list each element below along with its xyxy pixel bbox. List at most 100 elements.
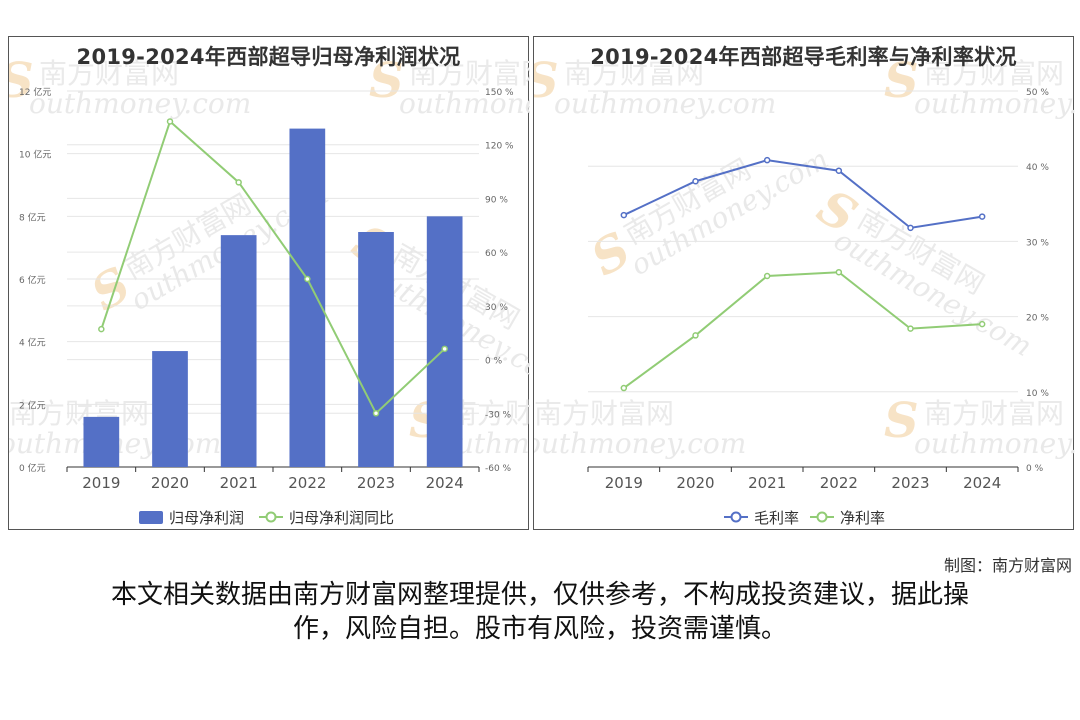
line-gross-margin xyxy=(623,159,983,229)
y-left-tick-label: 4 亿元 xyxy=(19,337,46,349)
line-gross-margin-point xyxy=(978,213,986,220)
y-right-tick-label: 90 % xyxy=(485,195,508,205)
legend-line-marker xyxy=(265,511,277,523)
x-tick-label: 2024 xyxy=(963,474,1001,492)
point-yoy-growth xyxy=(98,325,105,333)
y-right-tick-label: -30 % xyxy=(485,410,512,420)
line-yoy-growth xyxy=(100,119,446,415)
y-right-tick-label: 30 % xyxy=(1026,238,1049,248)
watermark-en-text: outhmoney.com xyxy=(914,427,1075,460)
x-tick-label: 2024 xyxy=(426,474,464,492)
watermark-en-text: outhmoney.com xyxy=(29,87,251,120)
point-yoy-growth xyxy=(304,275,311,283)
x-tick-label: 2023 xyxy=(357,474,395,492)
x-tick-label: 2019 xyxy=(605,474,643,492)
y-right-tick-label: 40 % xyxy=(1026,163,1049,173)
x-tick-label: 2020 xyxy=(676,474,714,492)
left-chart-svg: S南方财富网outhmoney.comS南方财富网outhmoney.comS南… xyxy=(9,53,530,527)
legend-net-marker xyxy=(816,511,828,523)
y-left-tick-label: 12 亿元 xyxy=(19,86,51,98)
x-tick-label: 2021 xyxy=(748,474,786,492)
legend-net-label: 净利率 xyxy=(840,509,885,527)
right-chart-panel: 2019-2024年西部超导毛利率与净利率状况 S南方财富网outhmoney.… xyxy=(533,36,1075,530)
legend-line-label: 归母净利润同比 xyxy=(289,509,394,527)
left-chart-panel: 2019-2024年西部超导归母净利润状况 S南方财富网outhmoney.co… xyxy=(8,36,530,530)
y-left-tick-label: 0 亿元 xyxy=(19,462,46,474)
x-tick-label: 2021 xyxy=(220,474,258,492)
right-chart-title: 2019-2024年西部超导毛利率与净利率状况 xyxy=(590,45,1017,69)
line-net-margin xyxy=(623,271,983,389)
watermark-en-text: outhmoney.com xyxy=(534,427,746,460)
x-tick-label: 2023 xyxy=(891,474,929,492)
y-right-tick-label: 10 % xyxy=(1026,389,1049,399)
watermark-cn-text: 南方财富网 xyxy=(924,57,1064,90)
watermark-en-text: outhmoney.com xyxy=(914,87,1075,120)
bar-net-profit xyxy=(220,235,257,467)
y-left-tick-label: 8 亿元 xyxy=(19,211,46,223)
watermark-cn-text: 南方财富网 xyxy=(409,57,530,90)
watermark-cn-text: 南方财富网 xyxy=(534,397,674,430)
point-yoy-growth xyxy=(372,410,380,417)
line-gross-margin-point xyxy=(763,156,771,164)
line-net-margin-point xyxy=(907,325,914,332)
point-yoy-growth xyxy=(166,118,174,125)
y-right-tick-label: 60 % xyxy=(485,249,508,259)
y-right-tick-label: 0 % xyxy=(485,357,503,367)
line-gross-margin-point xyxy=(907,224,914,232)
legend-bar-swatch xyxy=(139,511,163,524)
watermark-s-glyph: S xyxy=(884,53,919,109)
legend-gross-label: 毛利率 xyxy=(754,509,799,527)
line-net-margin-point xyxy=(978,320,986,328)
line-gross-margin-point xyxy=(835,167,843,174)
watermark-cn-text: 南方财富网 xyxy=(564,57,704,90)
disclaimer-line-1: 本文相关数据由南方财富网整理提供，仅供参考，不构成投资建议，据此操 xyxy=(110,580,969,610)
right-chart-svg: S南方财富网outhmoney.comS南方财富网outhmoney.comS南… xyxy=(534,53,1075,527)
bar-net-profit xyxy=(358,232,394,467)
bar-net-profit xyxy=(83,416,120,467)
watermark-s-glyph: S xyxy=(369,53,404,109)
line-net-margin-point xyxy=(763,272,771,280)
x-tick-label: 2019 xyxy=(82,474,120,492)
point-yoy-growth xyxy=(441,345,448,353)
bar-net-profit xyxy=(152,351,188,467)
y-left-tick-label: 2 亿元 xyxy=(19,399,46,411)
y-right-tick-label: 20 % xyxy=(1026,314,1049,324)
y-right-tick-label: -60 % xyxy=(485,464,512,474)
y-right-tick-label: 150 % xyxy=(485,88,514,98)
disclaimer-line-2: 作，风险自担。股市有风险，投资需谨慎。 xyxy=(292,614,787,644)
y-right-tick-label: 0 % xyxy=(1026,464,1044,474)
watermark-en-text: outhmoney.com xyxy=(399,87,530,120)
watermark-s-glyph: S xyxy=(534,53,559,109)
watermark-cn-text: 南方财富网 xyxy=(39,57,179,90)
legend-gross-marker xyxy=(730,511,742,523)
y-right-tick-label: 120 % xyxy=(485,142,514,152)
chart-credit: 制图：南方财富网 xyxy=(943,556,1072,575)
watermark-en-text: outhmoney.com xyxy=(554,87,776,120)
x-tick-label: 2022 xyxy=(288,474,326,492)
disclaimer-text: 本文相关数据由南方财富网整理提供，仅供参考，不构成投资建议，据此操 作，风险自担… xyxy=(60,578,1020,646)
watermark-cn-text: 南方财富网 xyxy=(924,397,1064,430)
legend-bar-label: 归母净利润 xyxy=(169,509,244,527)
bar-net-profit xyxy=(289,128,326,467)
line-net-margin-point xyxy=(692,332,699,339)
left-chart-title: 2019-2024年西部超导归母净利润状况 xyxy=(76,45,461,69)
line-gross-margin-point xyxy=(692,177,699,185)
y-right-tick-label: 30 % xyxy=(485,303,508,313)
bar-net-profit xyxy=(426,216,463,467)
y-right-tick-label: 50 % xyxy=(1026,88,1049,98)
y-left-tick-label: 10 亿元 xyxy=(19,149,51,161)
watermark-s-glyph: S xyxy=(884,393,919,449)
watermark-s-glyph: S xyxy=(9,53,34,109)
y-left-tick-label: 6 亿元 xyxy=(19,274,46,286)
line-net-margin-point xyxy=(835,268,843,276)
line-net-margin-point xyxy=(620,384,628,392)
point-yoy-growth xyxy=(235,179,242,186)
x-tick-label: 2020 xyxy=(151,474,189,492)
